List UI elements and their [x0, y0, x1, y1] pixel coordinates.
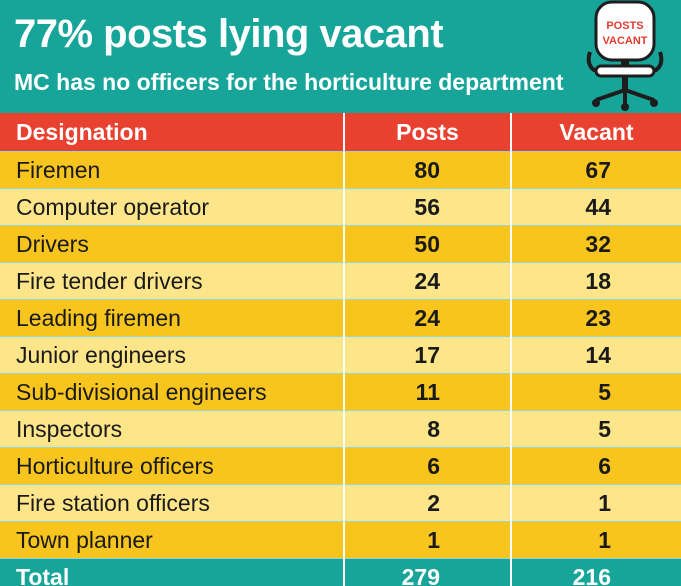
- table-row: Firemen 80 67: [0, 151, 681, 189]
- table-row: Fire tender drivers 24 18: [0, 262, 681, 300]
- total-vacant: 216: [511, 558, 681, 586]
- total-row: Total 279 216: [0, 558, 681, 586]
- designation-cell: Leading firemen: [0, 299, 345, 337]
- posts-cell: 2: [344, 484, 512, 522]
- table-row: Computer operator 56 44: [0, 188, 681, 226]
- vacant-cell: 6: [511, 447, 681, 485]
- designation-cell: Junior engineers: [0, 336, 345, 374]
- posts-cell: 24: [344, 299, 512, 337]
- table-row: Fire station officers 2 1: [0, 484, 681, 522]
- sign-line-posts: POSTS: [606, 20, 643, 32]
- sign-line-vacant: VACANT: [602, 35, 647, 47]
- posts-cell: 50: [344, 225, 512, 263]
- column-header-posts: Posts: [344, 113, 512, 152]
- designation-cell: Fire station officers: [0, 484, 345, 522]
- column-header-vacant: Vacant: [511, 113, 681, 152]
- designation-cell: Sub-divisional engineers: [0, 373, 345, 411]
- page-title: 77% posts lying vacant: [14, 12, 444, 56]
- designation-cell: Drivers: [0, 225, 345, 263]
- designation-cell: Inspectors: [0, 410, 345, 448]
- designation-cell: Horticulture officers: [0, 447, 345, 485]
- table-row: Junior engineers 17 14: [0, 336, 681, 374]
- posts-cell: 1: [344, 521, 512, 559]
- page-subtitle: MC has no officers for the horticulture …: [14, 69, 564, 95]
- vacancy-table: Designation Posts Vacant Firemen 80 67 C…: [0, 113, 681, 586]
- vacant-cell: 23: [511, 299, 681, 337]
- table-row: Horticulture officers 6 6: [0, 447, 681, 485]
- designation-cell: Fire tender drivers: [0, 262, 345, 300]
- vacant-cell: 67: [511, 151, 681, 189]
- table-row: Town planner 1 1: [0, 521, 681, 559]
- table-row: Drivers 50 32: [0, 225, 681, 263]
- vacant-cell: 1: [511, 521, 681, 559]
- office-chair-icon: POSTS VACANT: [586, 0, 664, 111]
- header: 77% posts lying vacant MC has no officer…: [0, 0, 681, 111]
- total-label: Total: [0, 558, 345, 586]
- designation-cell: Computer operator: [0, 188, 345, 226]
- posts-cell: 56: [344, 188, 512, 226]
- vacant-cell: 1: [511, 484, 681, 522]
- table-row: Sub-divisional engineers 11 5: [0, 373, 681, 411]
- designation-cell: Town planner: [0, 521, 345, 559]
- vacant-cell: 32: [511, 225, 681, 263]
- table-row: Leading firemen 24 23: [0, 299, 681, 337]
- vacant-cell: 5: [511, 410, 681, 448]
- vacant-cell: 14: [511, 336, 681, 374]
- vacant-cell: 5: [511, 373, 681, 411]
- total-posts: 279: [344, 558, 512, 586]
- column-header-designation: Designation: [0, 113, 345, 152]
- posts-cell: 80: [344, 151, 512, 189]
- posts-cell: 17: [344, 336, 512, 374]
- posts-cell: 8: [344, 410, 512, 448]
- posts-cell: 11: [344, 373, 512, 411]
- vacant-cell: 18: [511, 262, 681, 300]
- vacant-cell: 44: [511, 188, 681, 226]
- posts-cell: 6: [344, 447, 512, 485]
- designation-cell: Firemen: [0, 151, 345, 189]
- table-row: Inspectors 8 5: [0, 410, 681, 448]
- table-header-row: Designation Posts Vacant: [0, 113, 681, 152]
- posts-cell: 24: [344, 262, 512, 300]
